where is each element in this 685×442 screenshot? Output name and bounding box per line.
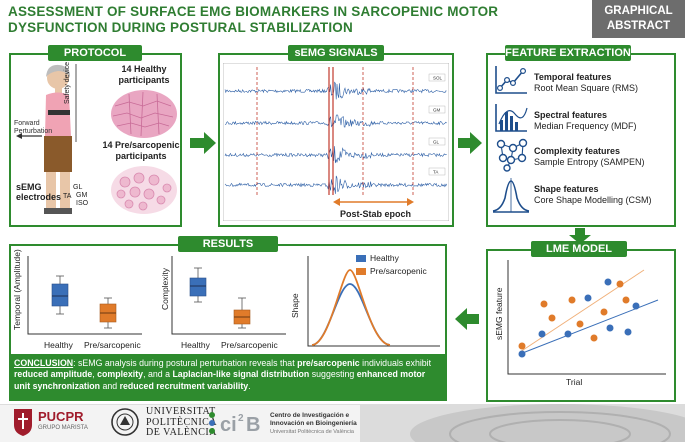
safety-device-label: Safety device: [64, 61, 71, 104]
channel-legend-box: [428, 73, 446, 82]
muscle-iso-label: ISO: [76, 200, 89, 207]
channel-legend-box: [428, 105, 446, 114]
lme-scatter-plot: [507, 260, 666, 375]
boxplot-amplitude: [27, 256, 142, 335]
svg-text:2: 2: [238, 413, 244, 424]
feature-spectral: Spectral features Median Frequency (MDF): [534, 110, 674, 132]
person-head: [47, 67, 69, 89]
emg-trace-ta: [224, 175, 447, 194]
boxplot-amplitude-ylabel: Temporal (Amplitude): [12, 249, 22, 330]
channel-legend-box: [428, 137, 446, 146]
feature-temporal: Temporal features Root Mean Square (RMS): [534, 72, 674, 94]
feature-spectral-desc: Median Frequency (MDF): [534, 121, 637, 131]
muscle-gm-label: GM: [76, 192, 88, 199]
feature-shape-desc: Core Shape Modelling (CSM): [534, 195, 652, 205]
campus-mosaic-image: [360, 404, 685, 442]
ci2b-logo-text: Centro de Investigación e Innovación en …: [270, 412, 357, 435]
lme-ylabel: sEMG feature: [494, 287, 504, 340]
arrow-lme-to-results: [455, 308, 479, 330]
boxplot-complexity-ylabel: Complexity: [160, 267, 170, 310]
legend-sarcopenic: Pre/sarcopenic: [370, 266, 427, 276]
boxplot-amplitude-xlabel-sarco: Pre/sarcopenic: [84, 340, 141, 350]
sarcopenic-trend-line: [519, 269, 645, 353]
arrow-features-to-lme: [569, 228, 591, 244]
feature-spectral-name: Spectral features: [534, 110, 608, 120]
muscle-gl-label: GL: [73, 184, 83, 191]
channel-label-gl: GL: [433, 140, 440, 145]
feature-shape-name: Shape features: [534, 184, 599, 194]
feature-extraction-header: FEATURE EXTRACTION: [505, 45, 631, 61]
signals-header: sEMG SIGNALS: [288, 45, 384, 61]
channel-label-gm: GM: [433, 108, 441, 113]
upv-logo-text: UNIVERSITAT POLITÈCNICA DE VALÈNCIA: [146, 406, 218, 438]
page-title: ASSESSMENT OF SURFACE EMG BIOMARKERS IN …: [8, 4, 499, 35]
post-stab-epoch-arrow: [333, 198, 414, 206]
feature-complexity-name: Complexity features: [534, 146, 621, 156]
channel-label-sol: SOL: [433, 76, 443, 81]
pucpr-logo-text: PUCPR GRUPO MARISTA: [38, 409, 88, 432]
muscle-ta-label: TA: [63, 193, 72, 200]
channel-label-ta: TA: [433, 170, 438, 175]
network-icon: [496, 138, 528, 172]
spectrum-icon: [495, 104, 528, 132]
arrow-protocol-to-signals: [190, 132, 216, 154]
ci2b-logo-icon: ci 2 B: [209, 412, 260, 436]
forward-perturbation-label: Forward Perturbation: [14, 120, 53, 135]
feature-shape: Shape features Core Shape Modelling (CSM…: [534, 184, 676, 206]
feature-temporal-desc: Root Mean Square (RMS): [534, 83, 639, 93]
conclusion-lead: CONCLUSION: [14, 358, 74, 368]
upv-seal-icon: [111, 408, 139, 436]
feature-complexity: Complexity features Sample Entropy (SAMP…: [534, 146, 674, 168]
boxplot-complexity-xlabel-healthy: Healthy: [181, 340, 210, 350]
emg-trace-gl: [224, 146, 447, 164]
protocol-header: PROTOCOL: [48, 45, 142, 61]
arrow-signals-to-features: [458, 132, 482, 154]
healthy-box: [189, 277, 207, 297]
person-figure: [16, 64, 77, 214]
emg-trace-sol: [224, 81, 447, 100]
boxplot-complexity-xlabel-sarco: Pre/sarcopenic: [221, 340, 278, 350]
boxplot-complexity: [171, 256, 286, 335]
sarcopenic-muscle-tissue-image: [111, 166, 177, 214]
person-hair: [46, 64, 71, 78]
post-stab-epoch-label: Post-Stab epoch: [340, 209, 412, 219]
results-header: RESULTS: [178, 236, 278, 252]
results-panel: [9, 244, 447, 356]
svg-text:ci: ci: [220, 414, 237, 436]
pucpr-logo-icon: [14, 409, 32, 436]
legend-healthy: Healthy: [370, 253, 399, 263]
shape-distribution-plot: [307, 255, 440, 347]
healthy-participants-label: 14 Healthy participants: [118, 64, 170, 85]
shape-ylabel: Shape: [290, 293, 300, 318]
emg-signal-plot: SOL GM GL TA: [223, 63, 449, 221]
graphical-abstract-badge: GRAPHICAL ABSTRACT: [592, 0, 685, 38]
lme-header: LME MODEL: [531, 241, 627, 257]
sarcopenic-participants-label: 14 Pre/sarcopenic participants: [102, 140, 180, 161]
feature-temporal-name: Temporal features: [534, 72, 612, 82]
feature-complexity-desc: Sample Entropy (SAMPEN): [534, 157, 645, 167]
svg-text:B: B: [246, 414, 260, 436]
emg-trace-gm: [225, 114, 447, 128]
sarcopenic-laplacian-curve: [311, 269, 391, 346]
semg-electrodes-label: sEMG electrodes: [16, 182, 62, 202]
temporal-trend-icon: [495, 66, 527, 94]
bell-curve-icon: [492, 178, 530, 213]
conclusion-box: CONCLUSION: sEMG analysis during postura…: [9, 356, 447, 401]
lme-xlabel: Trial: [566, 377, 583, 387]
healthy-muscle-tissue-image: [111, 90, 177, 138]
healthy-box: [51, 283, 69, 307]
boxplot-amplitude-xlabel-healthy: Healthy: [44, 340, 73, 350]
channel-legend-box: [428, 167, 446, 176]
